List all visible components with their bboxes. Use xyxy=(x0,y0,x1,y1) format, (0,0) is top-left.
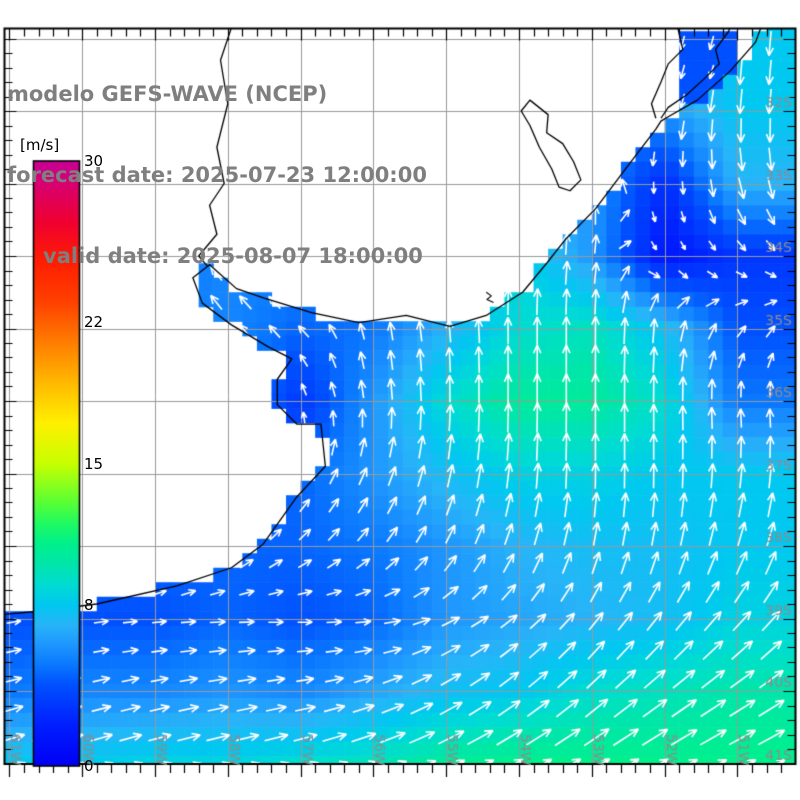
colorbar-unit-label: [m/s] xyxy=(20,136,60,154)
colorbar-tick-label: 0 xyxy=(84,757,94,775)
colorbar-tick-label: 15 xyxy=(84,454,104,473)
colorbar-tick-label: 22 xyxy=(84,313,104,332)
colorbar-tick-label: 8 xyxy=(84,595,94,614)
colorbar-tick-label: 30 xyxy=(84,152,104,170)
